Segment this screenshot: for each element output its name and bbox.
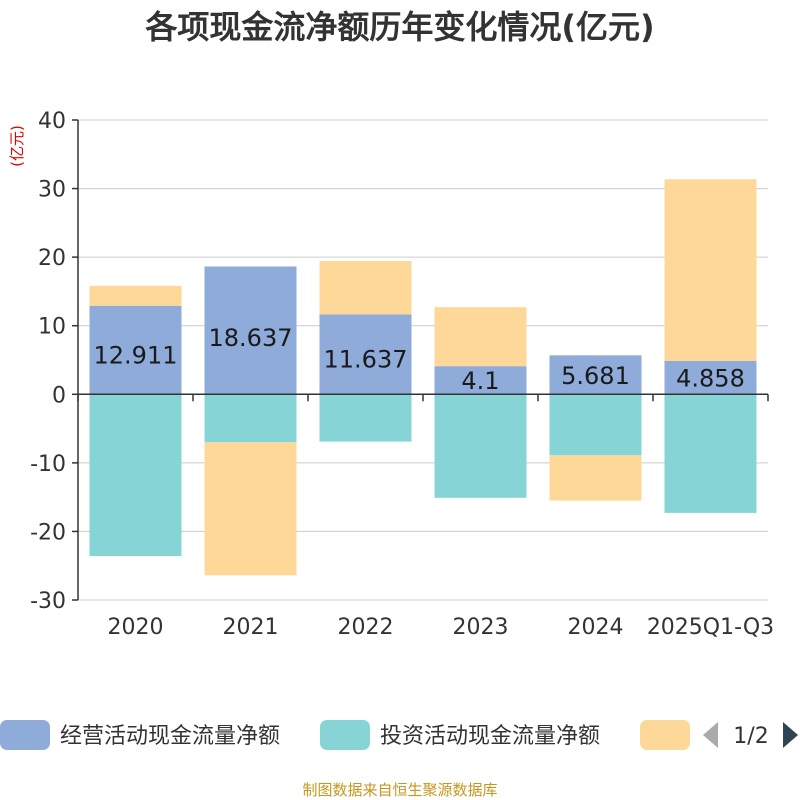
y-tick-label: -10 <box>30 452 66 477</box>
legend-label-series1[interactable]: 投资活动现金流量净额 <box>380 724 600 749</box>
bar-series0-2020 <box>89 305 182 395</box>
y-tick-label: 0 <box>52 383 66 408</box>
x-tick-label: 2024 <box>568 615 624 640</box>
bar-series0-2021 <box>204 266 297 395</box>
bar-series2-2023 <box>434 307 527 367</box>
triangle-left-icon[interactable] <box>703 722 718 748</box>
bar-series0-2023 <box>434 366 527 395</box>
x-tick-label: 2020 <box>108 615 164 640</box>
legend: 经营活动现金流量净额 投资活动现金流量净额 <box>0 720 690 750</box>
y-tick-label: -20 <box>30 520 66 545</box>
bar-labels: 12.911 18.637 11.637 4.1 5.681 4.858 <box>94 324 745 395</box>
bar-value-label: 5.681 <box>561 362 630 390</box>
bar-series1-2023 <box>434 394 527 498</box>
bar-value-label: 18.637 <box>209 324 293 352</box>
legend-swatch-series2[interactable] <box>640 720 690 750</box>
y-axis-ticks: -30 -20 -10 0 10 20 30 40 <box>30 109 78 614</box>
chart-title: 各项现金流净额历年变化情况(亿元) <box>145 8 654 46</box>
x-tick-label: 2025Q1-Q3 <box>647 615 774 640</box>
legend-swatch-series1[interactable] <box>320 720 370 750</box>
bar-series2-2021 <box>204 442 297 576</box>
data-source: 制图数据来自恒生聚源数据库 <box>302 781 497 799</box>
bar-value-label: 11.637 <box>324 345 408 373</box>
y-tick-label: 30 <box>38 178 66 203</box>
x-tick-label: 2021 <box>223 615 279 640</box>
bar-series2-2024 <box>549 455 642 501</box>
bar-series0-2022 <box>319 314 412 395</box>
y-tick-label: 20 <box>38 246 66 271</box>
bar-series1-2025Q1-Q3 <box>664 394 757 513</box>
legend-pager: 1/2 <box>703 722 798 749</box>
bar-value-label: 4.1 <box>461 367 499 395</box>
legend-swatch-series0[interactable] <box>0 720 50 750</box>
bar-series2-2022 <box>319 261 412 315</box>
triangle-right-icon[interactable] <box>783 722 798 748</box>
legend-page-indicator: 1/2 <box>733 724 768 749</box>
x-axis-ticks: 2020 2021 2022 2023 2024 2025Q1-Q3 <box>108 615 775 640</box>
bar-series0-2025Q1-Q3 <box>664 360 757 395</box>
bar-series2-2020 <box>89 285 182 306</box>
bar-series1-2024 <box>549 394 642 456</box>
bar-value-label: 4.858 <box>676 365 745 393</box>
bar-value-label: 12.911 <box>94 341 178 369</box>
grid-lines <box>78 119 768 601</box>
y-axis-unit: (亿元) <box>8 125 26 167</box>
bar-series2-2025Q1-Q3 <box>664 179 757 361</box>
bar-series1-2020 <box>89 394 182 557</box>
y-tick-label: 10 <box>38 315 66 340</box>
y-tick-label: 40 <box>38 109 66 134</box>
x-tick-label: 2023 <box>453 615 509 640</box>
x-tick-label: 2022 <box>338 615 394 640</box>
bars <box>89 179 757 576</box>
bar-series1-2022 <box>319 394 412 442</box>
bar-series0-2024 <box>549 355 642 395</box>
axes <box>77 120 769 600</box>
bar-series1-2021 <box>204 394 297 443</box>
y-tick-label: -30 <box>30 589 66 614</box>
legend-label-series0[interactable]: 经营活动现金流量净额 <box>60 724 280 749</box>
